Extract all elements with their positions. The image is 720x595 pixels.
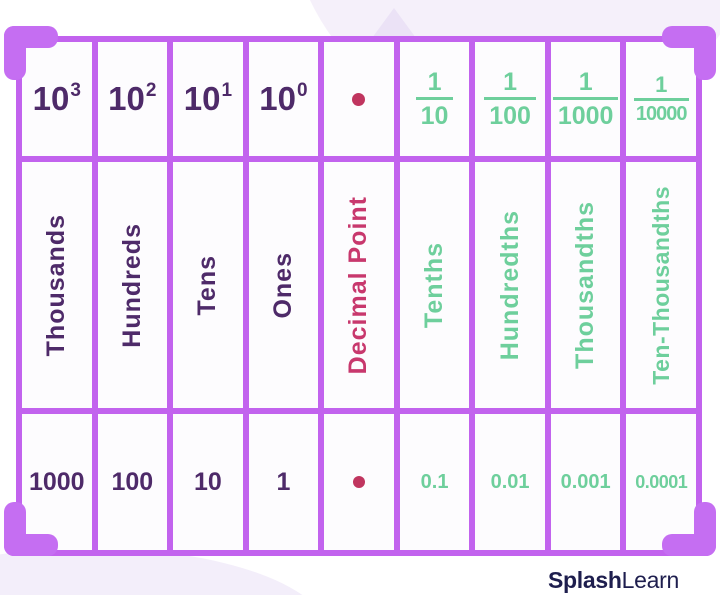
- value-cell-thousands: 1000: [22, 414, 92, 550]
- decimal-point-dot-bottom: [352, 476, 365, 488]
- name-cell-decimal-point: Decimal Point: [324, 162, 394, 408]
- power-base: 10: [32, 80, 70, 117]
- fraction-label: 1 10: [415, 67, 454, 130]
- fraction-numerator: 1: [503, 67, 518, 96]
- header-cell-hundreds: 102: [97, 42, 168, 156]
- power-exponent: 0: [297, 80, 308, 101]
- column-name-label: Thousandths: [571, 201, 600, 369]
- fraction-numerator: 1: [578, 67, 593, 96]
- fraction-label: 1 10000: [633, 73, 689, 125]
- column-value-label: 0.1: [420, 470, 449, 493]
- power-of-ten-label: 102: [108, 80, 156, 118]
- name-cell-hundredths: Hundredths: [475, 162, 545, 408]
- column-name-label: Ones: [268, 251, 297, 319]
- name-cell-ten-thousandths: Ten-Thousandths: [626, 162, 696, 408]
- column-value-label: 0.0001: [635, 471, 688, 492]
- power-base: 10: [108, 80, 145, 117]
- background-triangle: [372, 8, 416, 38]
- power-base: 10: [183, 80, 221, 117]
- name-cell-thousandths: Thousandths: [550, 162, 621, 408]
- header-cell-ones: 100: [248, 42, 319, 156]
- fraction-label: 1 1000: [552, 67, 619, 130]
- place-value-table: 103 102 101 100 1 10 1 100 1 1000 1 10000 Th…: [16, 36, 702, 556]
- header-cell-hundredths: 1 100: [475, 42, 545, 156]
- value-cell-decimal-point: [324, 414, 394, 550]
- name-cell-tens: Tens: [173, 162, 243, 408]
- column-value-label: 1000: [28, 467, 85, 496]
- column-name-label: Tens: [193, 254, 222, 316]
- column-name-label: Decimal Point: [344, 195, 373, 375]
- value-cell-hundreds: 100: [97, 414, 168, 550]
- name-cell-hundreds: Hundreds: [97, 162, 168, 408]
- column-value-label: 0.001: [560, 470, 611, 493]
- name-cell-ones: Ones: [248, 162, 319, 408]
- power-exponent: 1: [221, 80, 233, 101]
- corner-bracket-bottom-left: [4, 502, 58, 556]
- column-value-label: 10: [193, 467, 222, 496]
- name-cell-thousands: Thousands: [22, 162, 92, 408]
- logo-splash: Splash: [548, 567, 622, 593]
- fraction-denominator: 100: [484, 97, 536, 129]
- value-cell-ones: 1: [248, 414, 319, 550]
- name-cell-tenths: Tenths: [399, 162, 470, 408]
- logo-learn: Learn: [621, 567, 680, 593]
- value-cell-tenths: 0.1: [399, 414, 470, 550]
- fraction-numerator: 1: [427, 67, 442, 96]
- splashlearn-logo: SplashLearn: [548, 567, 679, 594]
- corner-bracket-bottom-right: [662, 502, 716, 556]
- fraction-denominator: 10000: [633, 98, 689, 125]
- power-base: 10: [259, 80, 296, 117]
- power-of-ten-label: 101: [184, 80, 232, 118]
- header-cell-tenths: 1 10: [399, 42, 470, 156]
- fraction-label: 1 100: [484, 69, 536, 130]
- column-value-label: 1: [276, 467, 291, 496]
- column-value-label: 0.01: [490, 470, 530, 493]
- header-cell-decimal-point: [324, 42, 394, 156]
- column-name-label: Ten-Thousandths: [647, 185, 674, 385]
- value-cell-tens: 10: [173, 414, 243, 550]
- column-name-label: Thousands: [42, 213, 71, 357]
- fraction-denominator: 10: [415, 97, 454, 129]
- column-name-label: Hundreds: [117, 222, 146, 348]
- decimal-point-dot-top: [352, 92, 366, 106]
- corner-bracket-top-left: [4, 26, 58, 80]
- value-cell-thousandths: 0.001: [550, 414, 621, 550]
- header-cell-thousands: 103: [22, 42, 92, 156]
- power-exponent: 3: [70, 80, 81, 101]
- corner-bracket-top-right: [662, 26, 716, 80]
- header-cell-tens: 101: [173, 42, 243, 156]
- power-of-ten-label: 103: [33, 80, 81, 118]
- power-exponent: 2: [145, 80, 157, 101]
- fraction-denominator: 1000: [552, 97, 619, 129]
- column-name-label: Hundredths: [495, 209, 524, 361]
- column-name-label: Tenths: [420, 241, 449, 329]
- value-cell-hundredths: 0.01: [475, 414, 545, 550]
- column-value-label: 100: [111, 467, 154, 496]
- power-of-ten-label: 100: [259, 80, 307, 118]
- header-cell-thousandths: 1 1000: [550, 42, 621, 156]
